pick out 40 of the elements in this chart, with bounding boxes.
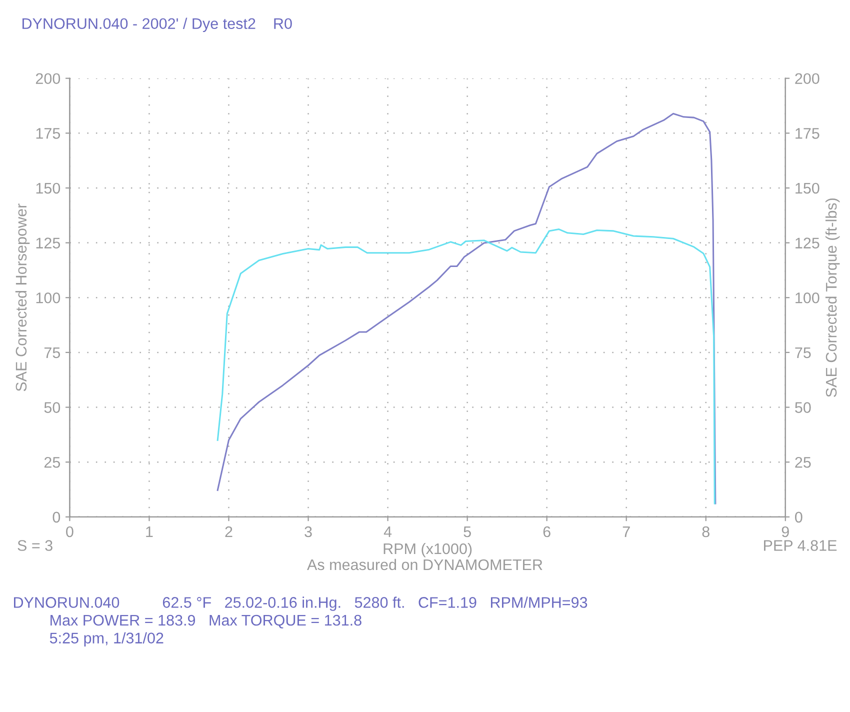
y2-tick-label: 75 — [795, 347, 811, 358]
x-tick-label: 1 — [146, 526, 153, 538]
y-tick-label: 125 — [36, 238, 60, 248]
text: As measured on DYNAMOMETER — [307, 558, 542, 570]
text: 5:25 pm, 1/31/02 — [50, 632, 164, 646]
y-tick-label: 0 — [52, 512, 60, 523]
x-tick-label: 5 — [464, 526, 471, 538]
y2-tick-label: 150 — [796, 182, 820, 194]
chart-title: DYNORUN.040 - 2002' / Dye test2 R0 — [22, 18, 292, 32]
y2-tick-label: 50 — [795, 402, 811, 413]
y-axis-title: SAE Corrected Horsepower — [15, 204, 30, 392]
y-tick-label: 200 — [36, 73, 60, 84]
y-tick-label: 25 — [44, 456, 60, 468]
y-tick-label: 50 — [44, 402, 60, 413]
y2-tick-label: 25 — [795, 456, 811, 468]
text: Max POWER = 183.9 Max TORQUE = 131.8 — [50, 614, 362, 628]
x-tick-label: 8 — [702, 526, 710, 538]
text: S = 3 — [18, 540, 52, 551]
y2-tick-label: 200 — [795, 73, 820, 84]
y2-axis-title: SAE Corrected Torque (ft-lbs) — [825, 198, 840, 397]
x-axis-title: RPM (x1000) — [384, 542, 472, 558]
x-tick-label: 7 — [622, 526, 630, 538]
line-series — [216, 228, 716, 504]
y2-tick-label: 0 — [795, 512, 802, 523]
x-tick-label: 6 — [543, 526, 550, 538]
text: DYNORUN.040 62.5 °F 25.02-0.16 in.Hg. 5280 ft. CF=1.19 RPM/MPH=93 — [14, 596, 588, 611]
x-tick-label: 3 — [304, 526, 312, 538]
x-tick-label: 0 — [66, 526, 74, 538]
y2-tick-label: 125 — [796, 238, 820, 248]
x-tick-label: 9 — [782, 526, 789, 538]
x-tick-label: 2 — [225, 526, 232, 538]
text: PEP 4.81E — [764, 540, 837, 551]
y2-tick-label: 175 — [796, 128, 820, 139]
y2-tick-label: 100 — [796, 292, 820, 304]
line-series — [216, 112, 716, 504]
y-tick-label: 150 — [36, 182, 60, 194]
y-tick-label: 75 — [44, 347, 60, 358]
y-tick-label: 100 — [36, 292, 60, 304]
x-tick-label: 4 — [384, 526, 392, 538]
y-tick-label: 175 — [36, 128, 60, 139]
